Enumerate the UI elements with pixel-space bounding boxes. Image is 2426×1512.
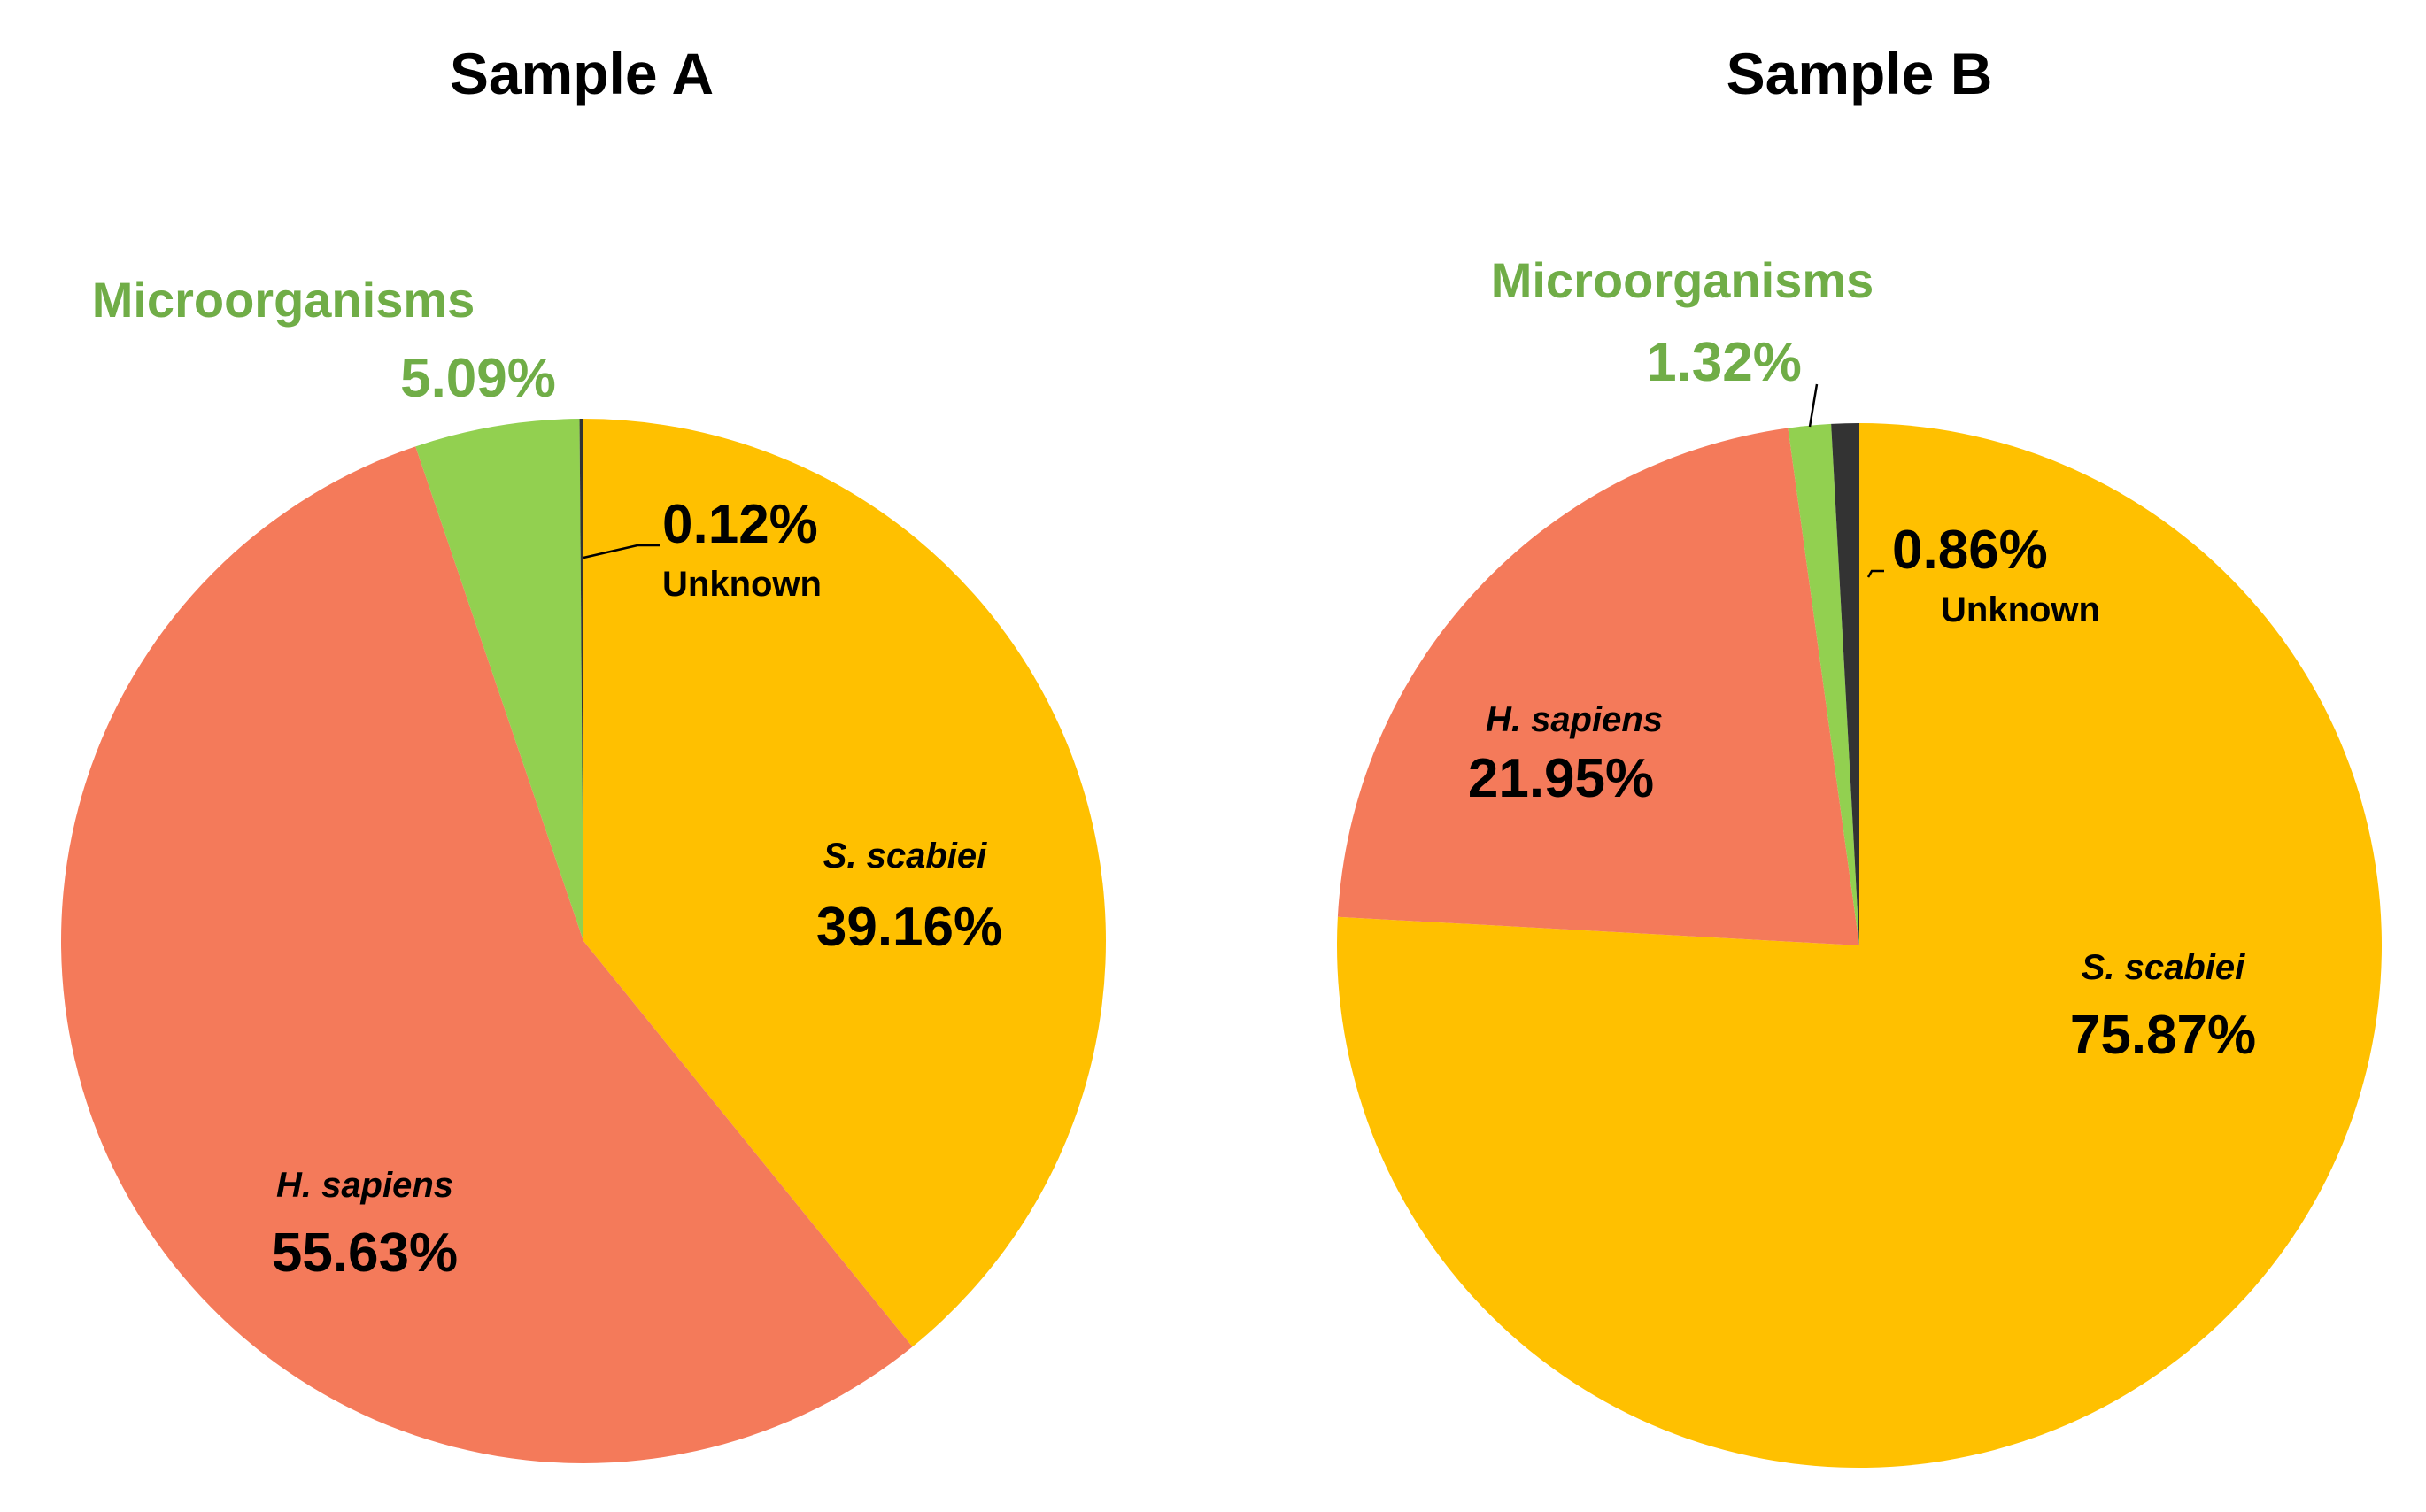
pie-slice-s-scabiei-sample-a [583,419,1106,1347]
slice-label-unknown-sample-b: Unknown [1941,590,2100,629]
pie-slices-sample-b [1336,422,2382,1468]
slice-value-h-sapiens-sample-b: 21.95% [1468,748,1654,809]
pie-slice-microorganisms-sample-b [1788,423,1859,945]
slice-label-h-sapiens-sample-a: H. sapiens [276,1166,453,1205]
pie-chart-sample-a: Sample A Microorganisms 5.09% 0.12% Unkn… [61,41,1106,1463]
slice-value-microorganisms-sample-b: 1.32% [1646,332,1802,393]
slice-label-s-scabiei-sample-b: S. scabiei [2082,948,2245,987]
pie-slice-unknown-sample-b [1831,422,1859,945]
slice-label-h-sapiens-sample-b: H. sapiens [1486,700,1663,739]
pie-slice-h-sapiens-sample-a [61,446,913,1463]
leader-line-unknown-sample-a [583,544,660,559]
slice-label-unknown-sample-a: Unknown [662,565,822,604]
leader-line-microorganisms-sample-b [1808,383,1819,428]
chart-title-sample-b: Sample B [1727,41,1993,106]
slice-value-unknown-sample-b: 0.86% [1892,520,2048,581]
pie-slice-s-scabiei-sample-b [1336,423,2382,1468]
slice-value-microorganisms-sample-a: 5.09% [400,348,556,409]
slice-label-microorganisms-sample-a: Microorganisms [92,272,475,328]
slice-value-s-scabiei-sample-a: 39.16% [816,897,1002,958]
chart-title-sample-a: Sample A [450,41,714,106]
pie-slice-h-sapiens-sample-b [1337,428,1859,945]
slice-label-microorganisms-sample-b: Microorganisms [1491,252,1874,308]
slice-value-unknown-sample-a: 0.12% [662,494,818,555]
slice-label-s-scabiei-sample-a: S. scabiei [823,837,987,876]
pie-slices-sample-a [61,419,1106,1463]
pie-chart-sample-b: Sample B Microorganisms 1.32% 0.86% Unkn… [1336,41,2382,1468]
slice-value-s-scabiei-sample-b: 75.87% [2070,1005,2256,1066]
pie-slice-microorganisms-sample-a [415,419,583,941]
leader-line-unknown-sample-b [1866,569,1884,578]
slice-value-h-sapiens-sample-a: 55.63% [272,1223,458,1284]
pie-slice-unknown-sample-a [579,419,583,941]
